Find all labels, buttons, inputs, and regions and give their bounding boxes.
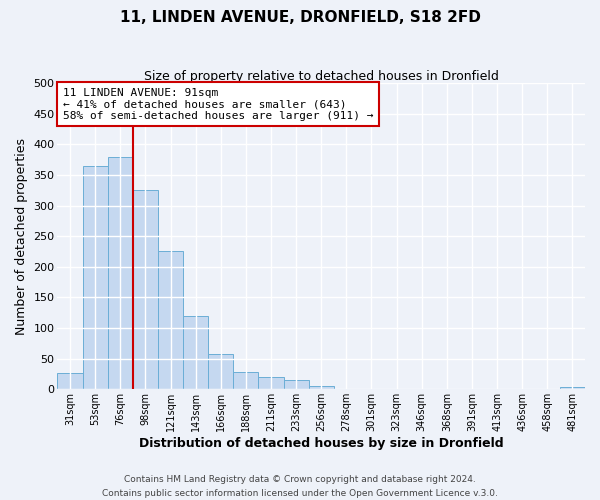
- Bar: [233, 372, 259, 390]
- Bar: [259, 377, 284, 390]
- Bar: [83, 166, 108, 390]
- Bar: [183, 316, 208, 390]
- Bar: [158, 252, 183, 390]
- Text: 11 LINDEN AVENUE: 91sqm
← 41% of detached houses are smaller (643)
58% of semi-d: 11 LINDEN AVENUE: 91sqm ← 41% of detache…: [63, 88, 373, 121]
- X-axis label: Distribution of detached houses by size in Dronfield: Distribution of detached houses by size …: [139, 437, 503, 450]
- Text: Contains HM Land Registry data © Crown copyright and database right 2024.
Contai: Contains HM Land Registry data © Crown c…: [102, 476, 498, 498]
- Y-axis label: Number of detached properties: Number of detached properties: [15, 138, 28, 334]
- Bar: [133, 190, 158, 390]
- Bar: [208, 354, 233, 390]
- Text: 11, LINDEN AVENUE, DRONFIELD, S18 2FD: 11, LINDEN AVENUE, DRONFIELD, S18 2FD: [119, 10, 481, 25]
- Bar: [108, 156, 133, 390]
- Bar: [308, 386, 334, 390]
- Bar: [58, 373, 83, 390]
- Title: Size of property relative to detached houses in Dronfield: Size of property relative to detached ho…: [144, 70, 499, 83]
- Bar: [560, 388, 585, 390]
- Bar: [284, 380, 308, 390]
